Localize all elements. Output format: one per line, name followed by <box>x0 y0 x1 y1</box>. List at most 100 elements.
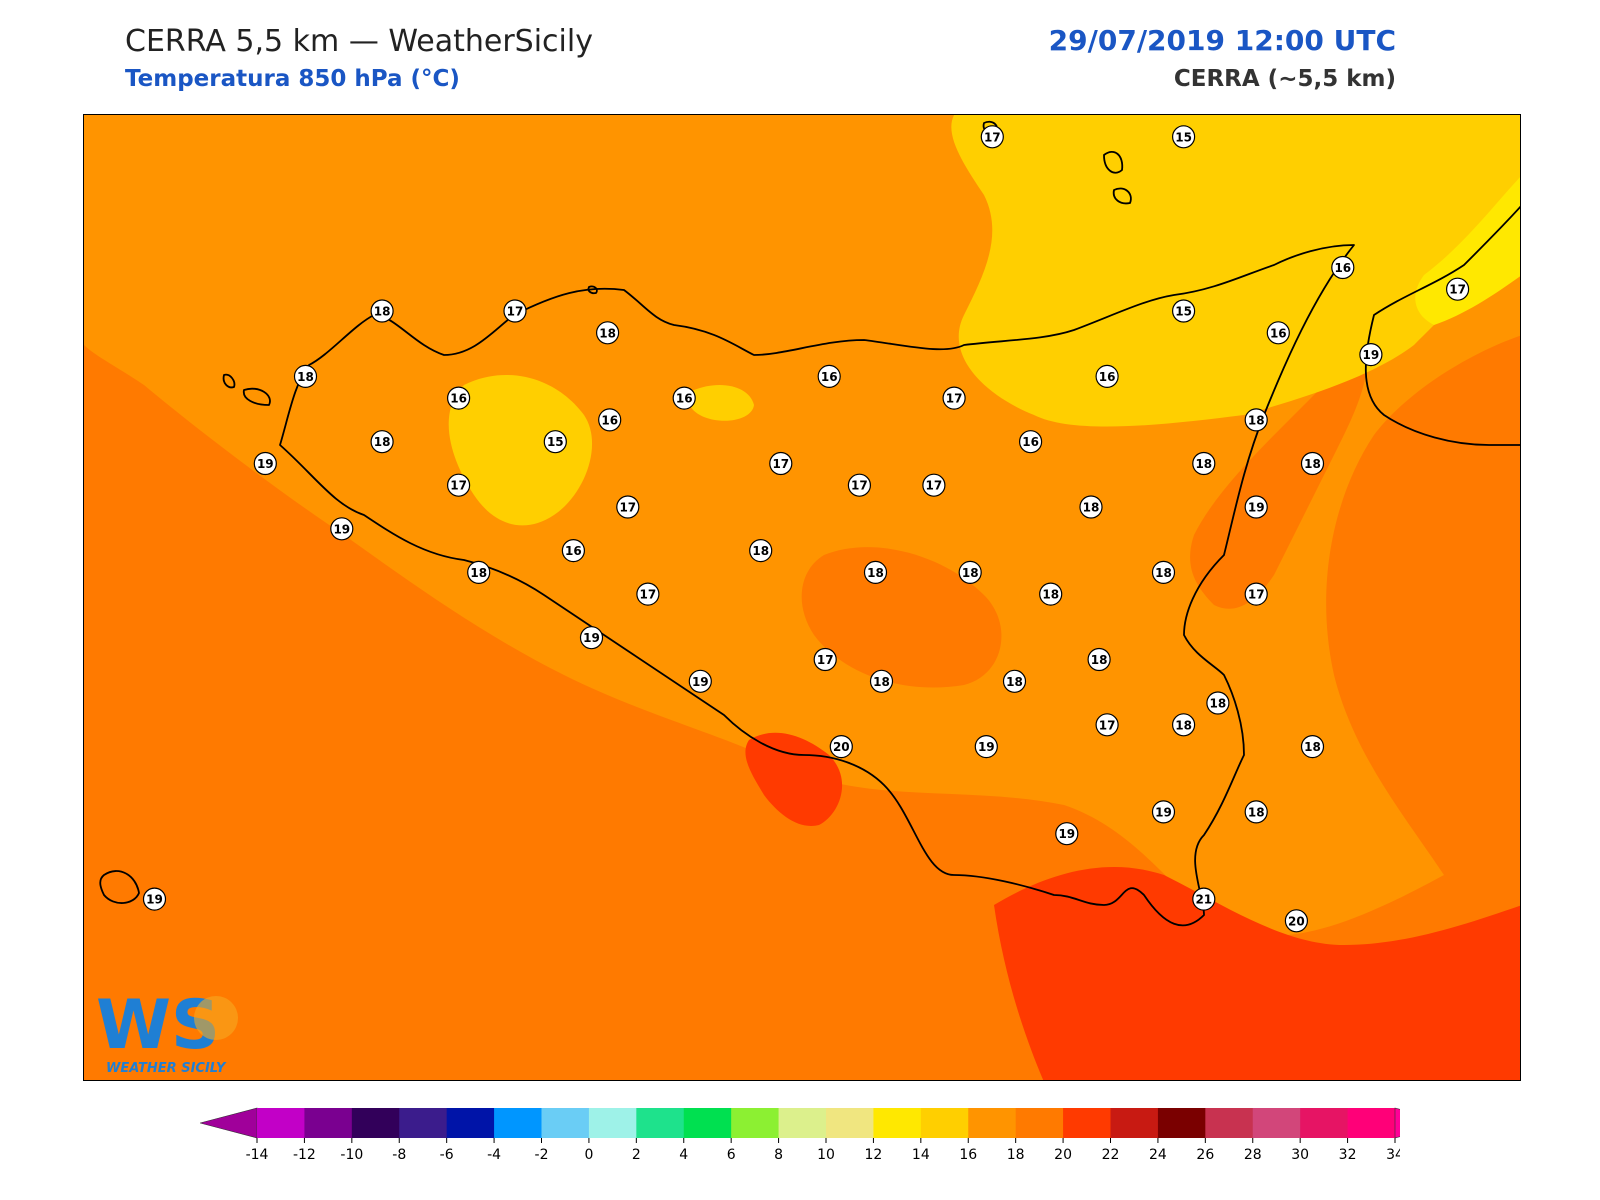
temperature-label: 19 <box>579 626 604 650</box>
label-value: 17 <box>619 501 636 515</box>
label-marker <box>467 560 491 584</box>
label-value: 17 <box>946 392 963 406</box>
temperature-label: 18 <box>958 560 982 584</box>
temperature-label: 17 <box>447 473 471 497</box>
label-marker <box>942 386 966 410</box>
label-value: 20 <box>833 740 850 754</box>
label-marker <box>447 386 471 410</box>
colorbar-cell <box>636 1108 685 1138</box>
label-value: 18 <box>1195 457 1212 471</box>
colorbar-tick-label: 12 <box>865 1147 883 1163</box>
temperature-label: 18 <box>869 669 894 693</box>
colorbar-tick-label: 20 <box>1054 1147 1072 1163</box>
temperature-label: 17 <box>503 299 527 323</box>
label-marker <box>1079 495 1103 519</box>
label-marker <box>1171 713 1196 737</box>
label-value: 16 <box>1270 326 1287 340</box>
temperature-label: 19 <box>974 734 998 759</box>
label-value: 17 <box>1449 283 1466 297</box>
label-marker <box>1300 734 1325 759</box>
temperature-label: 18 <box>293 364 318 388</box>
temperature-label: 17 <box>847 473 872 497</box>
label-marker <box>1095 364 1119 388</box>
label-marker <box>616 495 640 519</box>
label-marker <box>253 451 277 476</box>
temperature-label: 18 <box>467 560 491 584</box>
model-name: CERRA (~5,5 km) <box>1173 66 1396 92</box>
label-value: 15 <box>1175 130 1192 144</box>
colorbar-cells <box>200 1107 1400 1139</box>
colorbar-tick-label: -4 <box>487 1147 501 1163</box>
temperature-label: 17 <box>942 386 966 410</box>
label-marker <box>922 473 946 497</box>
temperature-label: 16 <box>1266 321 1290 345</box>
temperature-label: 18 <box>749 539 773 563</box>
temperature-label: 19 <box>688 669 712 693</box>
station-labels: 17 15 16 17 18 17 18 15 16 19 18 16 17 16 16 16 16 18 15 16… <box>142 125 1470 933</box>
temperature-label: 17 <box>636 582 660 606</box>
colorbar-cell <box>1157 1108 1206 1138</box>
label-marker <box>1300 451 1325 476</box>
temperature-label: 17 <box>1095 713 1119 737</box>
label-marker <box>636 582 660 606</box>
label-value: 18 <box>1042 588 1059 602</box>
label-value: 18 <box>1155 566 1172 580</box>
island-pantelleria <box>99 870 140 904</box>
colorbar-tick-label: 16 <box>959 1147 977 1163</box>
label-marker <box>598 408 622 432</box>
label-marker <box>688 669 712 693</box>
colorbar-tick-label: 8 <box>774 1147 783 1163</box>
label-value: 18 <box>1248 413 1265 427</box>
temperature-label: 17 <box>1445 277 1470 301</box>
label-marker <box>1095 713 1119 737</box>
label-value: 15 <box>547 435 564 449</box>
label-value: 18 <box>752 544 769 558</box>
temperature-label: 18 <box>1171 713 1196 737</box>
colorbar-cell <box>1252 1108 1301 1138</box>
label-value: 18 <box>1006 675 1023 689</box>
colorbar-cell <box>304 1108 353 1138</box>
temperature-label: 18 <box>1087 647 1111 672</box>
label-marker <box>1359 343 1383 367</box>
label-value: 16 <box>450 392 467 406</box>
label-value: 18 <box>1304 740 1321 754</box>
label-value: 17 <box>450 479 467 493</box>
label-value: 18 <box>1175 718 1192 732</box>
temperature-label: 19 <box>1359 343 1383 367</box>
colorbar-cell <box>1347 1108 1396 1138</box>
coastline-calabria <box>1364 205 1520 446</box>
label-marker <box>749 539 773 563</box>
weather-sicily-logo: WS WEATHER SICILY <box>96 986 238 1076</box>
island-favignana <box>242 387 271 406</box>
colorbar-tick-label: 26 <box>1196 1147 1214 1163</box>
island-marettimo <box>222 373 236 389</box>
colorbar-cell <box>1205 1108 1254 1138</box>
temperature-label: 19 <box>1244 495 1268 519</box>
label-marker <box>1192 451 1216 476</box>
temperature-fields <box>84 115 1520 1080</box>
colorbar-tick-label: 4 <box>679 1147 688 1163</box>
label-value: 17 <box>817 653 834 667</box>
colorbar-cell <box>920 1108 969 1138</box>
map-panel: 17 15 16 17 18 17 18 15 16 19 18 16 17 16 16 16 16 18 15 16… <box>83 114 1521 1081</box>
label-marker <box>813 647 837 672</box>
label-marker <box>447 473 471 497</box>
temperature-label: 16 <box>447 386 471 410</box>
temperature-label: 16 <box>672 386 696 410</box>
label-value: 15 <box>1175 305 1192 319</box>
label-value: 16 <box>676 392 693 406</box>
temperature-label: 16 <box>1018 430 1043 454</box>
colorbar-ticks: -14 -12 -10 -8 -6 -4 -2 0 2 4 6 8 10 12 14 16 18 20 22 24 26… <box>246 1138 1400 1163</box>
colorbar-tick-label: -8 <box>392 1147 406 1163</box>
label-marker <box>1244 408 1268 432</box>
label-marker <box>1151 560 1176 584</box>
temperature-label: 20 <box>829 734 853 759</box>
label-marker <box>847 473 872 497</box>
colorbar-cell <box>541 1108 590 1138</box>
valid-datetime: 29/07/2019 12:00 UTC <box>1048 24 1396 57</box>
label-value: 19 <box>146 893 163 907</box>
colorbar-cell <box>683 1108 732 1138</box>
temperature-label: 18 <box>1300 451 1325 476</box>
label-value: 18 <box>297 370 314 384</box>
label-marker <box>370 430 394 454</box>
